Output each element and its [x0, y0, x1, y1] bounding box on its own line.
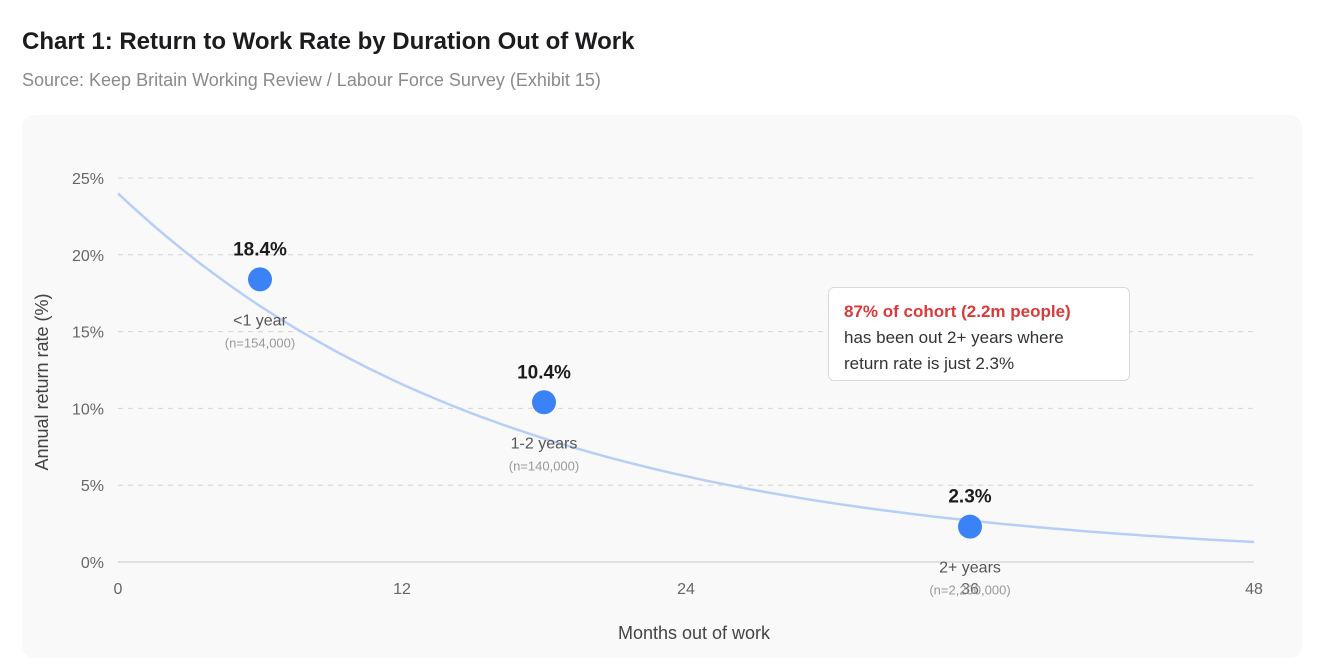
chart-panel: [22, 115, 1302, 658]
data-value-label: 10.4%: [517, 362, 571, 383]
data-n-label: (n=140,000): [509, 458, 579, 473]
y-tick-label: 5%: [81, 478, 104, 495]
data-n-label: (n=2,200,000): [929, 583, 1010, 598]
grid-lines: [118, 177, 1254, 563]
data-category-label: <1 year: [233, 312, 287, 329]
annotation-line-3: return rate is just 2.3%: [844, 354, 1015, 373]
x-axis-ticks: 0 12 24 36 48: [114, 581, 1263, 598]
data-point: [958, 514, 982, 539]
x-tick-label: 36: [961, 581, 979, 598]
y-tick-label: 15%: [72, 325, 104, 342]
x-axis-label: Months out of work: [618, 623, 771, 643]
annotation-highlight: 87% of cohort (2.2m people): [844, 302, 1071, 321]
annotation-box: 87% of cohort (2.2m people) has been out…: [828, 287, 1130, 381]
data-category-label: 2+ years: [939, 560, 1001, 577]
data-n-label: (n=154,000): [225, 335, 295, 350]
y-axis-ticks: 0% 5% 10% 15% 20% 25%: [72, 171, 104, 572]
data-value-label: 18.4%: [233, 239, 287, 260]
data-point: [248, 267, 272, 292]
x-tick-label: 0: [114, 581, 123, 598]
y-axis-label: Annual return rate (%): [32, 293, 52, 470]
chart-subtitle: Source: Keep Britain Working Review / La…: [22, 70, 601, 90]
x-tick-label: 24: [677, 581, 695, 598]
data-point: [532, 390, 556, 415]
data-category-label: 1-2 years: [511, 435, 578, 452]
annotation-line-2: has been out 2+ years where: [844, 328, 1064, 347]
y-tick-label: 10%: [72, 401, 104, 418]
chart-title: Chart 1: Return to Work Rate by Duration…: [22, 28, 635, 55]
y-tick-label: 0%: [81, 555, 104, 572]
data-points: 18.4% <1 year (n=154,000) 10.4% 1-2 years (n=…: [225, 239, 1011, 597]
trend-curve: [117, 192, 1255, 544]
x-tick-label: 48: [1245, 581, 1263, 598]
y-tick-label: 20%: [72, 248, 104, 265]
data-value-label: 2.3%: [948, 487, 991, 508]
x-tick-label: 12: [393, 581, 411, 598]
y-tick-label: 25%: [72, 171, 104, 188]
